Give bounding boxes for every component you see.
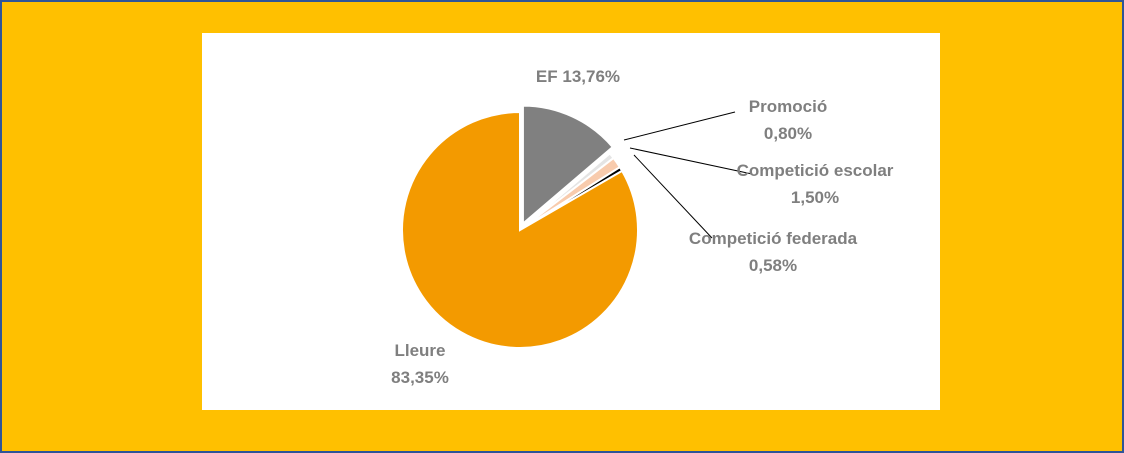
label-category: Competició escolar xyxy=(737,161,894,180)
label-category: Competició federada xyxy=(689,229,858,248)
data-label: Promoció xyxy=(749,97,827,116)
label-value: 0,58% xyxy=(749,256,797,275)
leader-line xyxy=(623,111,736,141)
label-value: 13,76% xyxy=(562,67,620,86)
label-category: Promoció xyxy=(749,97,827,116)
data-label: Competició escolar xyxy=(737,161,894,180)
data-label: 1,50% xyxy=(791,188,839,207)
label-category: Lleure xyxy=(394,341,445,360)
pie-slice xyxy=(401,110,639,349)
label-category: EF xyxy=(536,67,558,86)
label-value: 1,50% xyxy=(791,188,839,207)
pie-slice xyxy=(521,104,615,226)
label-value: 0,80% xyxy=(764,124,812,143)
data-label: EF 13,76% xyxy=(536,67,620,86)
data-label: Lleure xyxy=(394,341,445,360)
leader-line xyxy=(629,147,753,175)
data-label: Competició federada xyxy=(689,229,858,248)
leader-line xyxy=(633,154,713,239)
label-value: 83,35% xyxy=(391,368,449,387)
data-label: 0,80% xyxy=(764,124,812,143)
data-label: 0,58% xyxy=(749,256,797,275)
data-label: 83,35% xyxy=(391,368,449,387)
